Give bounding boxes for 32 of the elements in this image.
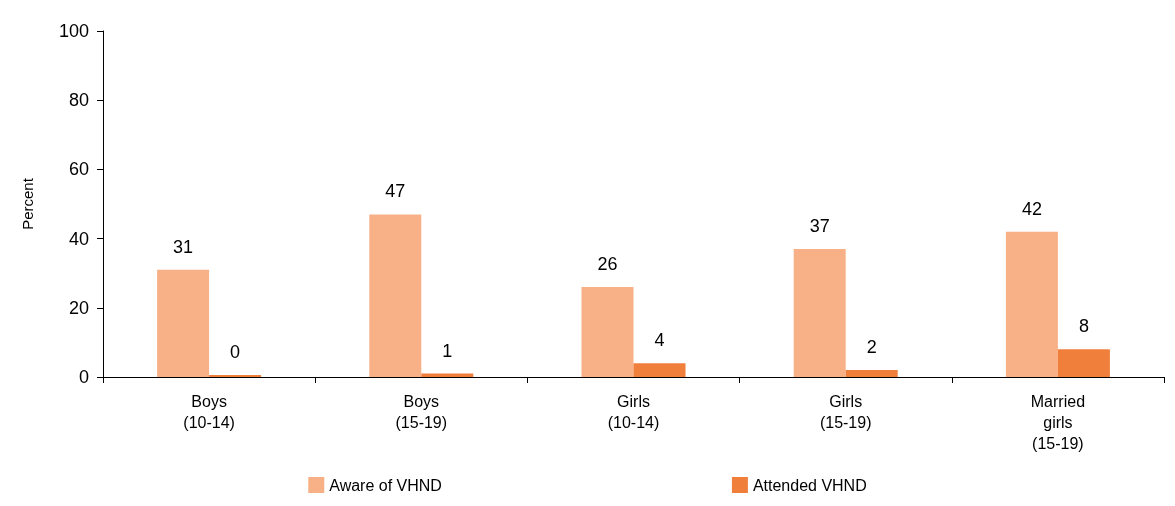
y-axis-title: Percent (19, 177, 36, 230)
y-tick-label: 40 (68, 228, 89, 249)
data-label: 42 (1021, 198, 1042, 219)
data-label: 8 (1078, 316, 1089, 337)
data-label: 31 (173, 236, 194, 257)
data-label: 0 (230, 342, 241, 362)
legend-label: Aware of VHND (329, 476, 442, 494)
y-tick-label: 20 (68, 297, 89, 318)
y-tick-label: 80 (68, 90, 89, 111)
x-tick-label: Married girls (15-19) (1030, 393, 1086, 452)
bar (157, 269, 210, 377)
x-tick-label: Boys (10-14) (183, 393, 235, 431)
y-tick-label: 0 (78, 367, 89, 387)
bar (581, 287, 634, 377)
bar (1057, 349, 1110, 377)
bar (793, 248, 846, 377)
legend-label: Attended VHND (752, 476, 867, 494)
bar (369, 214, 422, 377)
x-tick-label: Girls (15-19) (819, 393, 872, 431)
bar (845, 370, 898, 377)
x-tick-label: Girls (10-14) (607, 393, 660, 431)
data-label: 4 (654, 330, 665, 351)
x-tick-label: Boys (15-19) (395, 393, 448, 431)
data-label: 47 (385, 181, 406, 202)
y-tick-label: 100 (58, 21, 89, 41)
data-label: 2 (866, 337, 877, 358)
bar (633, 363, 686, 377)
data-label: 26 (597, 254, 618, 275)
data-label: 37 (809, 215, 830, 236)
bar (1005, 231, 1058, 377)
data-label: 1 (442, 340, 453, 361)
y-tick-label: 60 (68, 159, 89, 180)
